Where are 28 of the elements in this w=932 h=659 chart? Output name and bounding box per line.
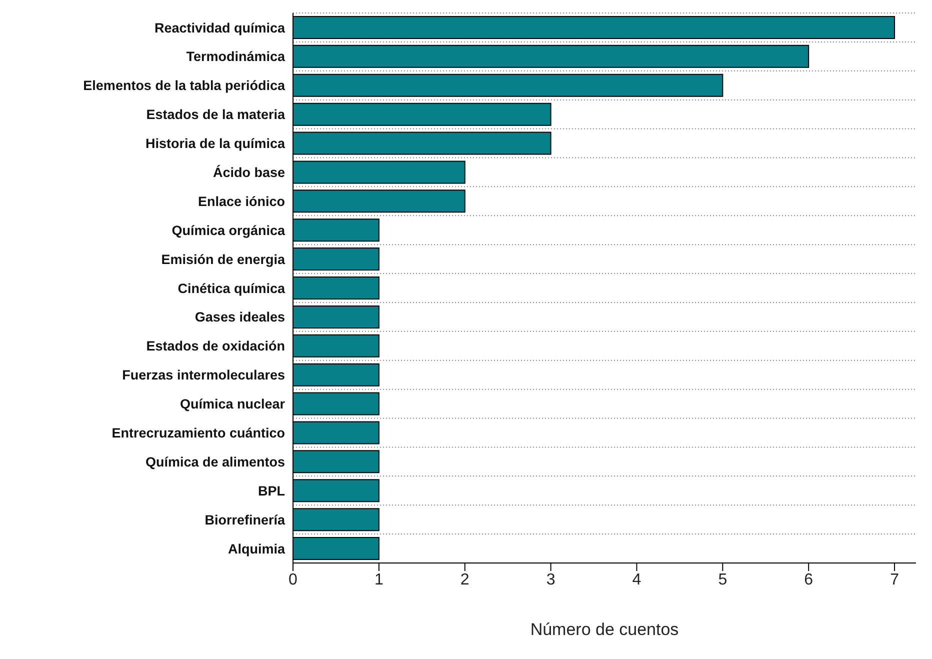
y-tick-label: Estados de oxidación <box>146 338 285 354</box>
y-tick-label: Ácido base <box>212 165 286 180</box>
y-tick-label: Estados de la materia <box>146 107 286 122</box>
y-tick-label: Química nuclear <box>180 396 286 412</box>
y-tick-label: Química de alimentos <box>145 454 285 470</box>
y-tick-label: Cinética química <box>178 280 286 296</box>
y-tick-label: Alquimia <box>228 541 286 556</box>
y-tick-label: Historia de la química <box>145 136 286 152</box>
x-axis-title: Número de cuentos <box>530 620 679 639</box>
y-tick-label: Termodinámica <box>186 49 286 64</box>
x-tick-label: 3 <box>546 571 556 588</box>
x-tick-label: 5 <box>718 571 728 588</box>
x-tick-label: 1 <box>374 571 384 588</box>
x-tick-label: 0 <box>288 571 298 588</box>
y-tick-label: Gases ideales <box>194 310 285 325</box>
x-tick-label: 7 <box>890 571 900 588</box>
y-tick-label: Emisión de energia <box>161 252 286 267</box>
y-tick-label: Enlace iónico <box>198 194 285 209</box>
y-tick-label: Reactividad química <box>154 20 286 36</box>
x-tick-label: 2 <box>460 571 470 588</box>
y-tick-label: Biorrefinería <box>204 512 286 528</box>
y-tick-label: Elementos de la tabla periódica <box>83 78 286 94</box>
y-tick-label: Entrecruzamiento cuántico <box>112 426 285 441</box>
y-tick-label: Química orgánica <box>172 222 286 238</box>
x-tick-label: 6 <box>804 571 814 588</box>
y-tick-label: Fuerzas intermoleculares <box>122 368 285 383</box>
y-tick-label: BPL <box>258 483 285 498</box>
x-tick-label: 4 <box>632 571 642 588</box>
